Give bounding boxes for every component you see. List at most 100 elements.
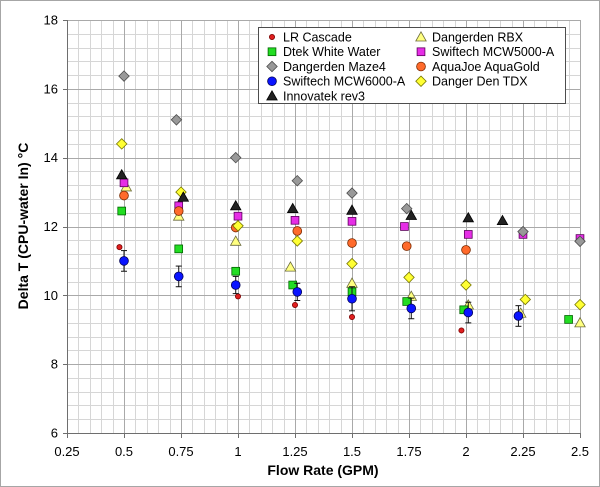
- dtek-white-water-point: [231, 266, 241, 276]
- dangerden-maze4-point: [291, 174, 304, 187]
- dtek-white-water-point: [564, 315, 573, 324]
- legend-marker-innovatek-rev3: [266, 89, 278, 101]
- data-series: [115, 70, 586, 334]
- legend-box: [258, 27, 566, 104]
- y-tick-label: 8: [51, 357, 58, 372]
- lr-cascade-point: [234, 293, 241, 300]
- legend: LR Cascade Dangerden RBX Dtek White Water S…: [258, 27, 566, 104]
- danger-den-tdx-point: [346, 257, 358, 270]
- aquajoe-aquagold-point: [292, 226, 303, 236]
- dangerden-maze4-point: [574, 235, 586, 248]
- series-swiftech-mcw6000-a: [119, 250, 524, 327]
- legend-item-aquajoe-aquagold: AquaJoe AquaGold: [416, 60, 540, 74]
- legend-label: Danger Den TDX: [432, 75, 528, 89]
- lr-cascade-point: [458, 327, 465, 334]
- y-tick-label: 12: [44, 219, 58, 234]
- dangerden-maze4-point: [346, 187, 358, 199]
- lr-cascade-point: [291, 301, 298, 308]
- danger-den-tdx-point: [232, 220, 244, 232]
- legend-label: AquaJoe AquaGold: [432, 60, 540, 74]
- legend-item-lr-cascade: LR Cascade: [268, 30, 352, 44]
- swiftech-mcw6000-a-point: [463, 307, 474, 318]
- dangerden-maze4-point: [400, 202, 413, 215]
- y-axis-ticks: 6 8 10 12 14 16 18: [44, 13, 67, 441]
- legend-item-dangerden-maze4: Dangerden Maze4: [266, 60, 386, 74]
- x-tick-label: 0.5: [115, 444, 133, 459]
- series-dangerden-maze4: [118, 70, 586, 248]
- swiftech-mcw5000-a-point: [347, 217, 357, 226]
- legend-marker-dangerden-maze4: [266, 60, 278, 73]
- legend-marker-swiftech-mcw5000-a: [416, 47, 426, 57]
- swiftech-mcw6000-a-point: [513, 311, 524, 321]
- danger-den-tdx-point: [460, 279, 472, 291]
- y-tick-label: 16: [44, 81, 58, 96]
- legend-label: Swiftech MCW6000-A: [283, 75, 406, 89]
- x-tick-label: 1.75: [396, 444, 421, 459]
- legend-label: Dtek White Water: [283, 45, 380, 59]
- swiftech-mcw6000-a-point: [347, 293, 357, 304]
- series-innovatek-rev3: [115, 168, 509, 226]
- legend-marker-dangerden-rbx: [415, 30, 427, 42]
- innovatek-rev3-point: [496, 214, 509, 226]
- aquajoe-aquagold-point: [173, 206, 184, 216]
- lr-cascade-point: [348, 314, 355, 321]
- swiftech-mcw6000-a-point: [406, 303, 417, 314]
- x-axis-ticks: 0.25 0.5 0.75 1 1.25 1.5 1.75 2 2.25 2.5: [54, 433, 589, 459]
- legend-label: Dangerden RBX: [432, 30, 524, 44]
- danger-den-tdx-point: [115, 138, 128, 150]
- swiftech-mcw6000-a-point: [173, 271, 184, 282]
- axes: [67, 20, 581, 434]
- innovatek-rev3-point: [405, 209, 418, 220]
- x-axis-title: Flow Rate (GPM): [267, 462, 378, 478]
- swiftech-mcw6000-a-point: [230, 280, 241, 290]
- aquajoe-aquagold-point: [347, 238, 357, 248]
- y-tick-label: 18: [44, 13, 58, 28]
- x-tick-label: 2: [462, 444, 469, 459]
- series-danger-den-tdx: [115, 138, 586, 311]
- legend-item-swiftech-mcw5000-a: Swiftech MCW5000-A: [416, 45, 555, 59]
- x-tick-label: 2.5: [571, 444, 589, 459]
- y-tick-label: 14: [44, 150, 58, 165]
- legend-item-dangerden-rbx: Dangerden RBX: [415, 30, 524, 44]
- danger-den-tdx-point: [519, 293, 532, 306]
- swiftech-mcw5000-a-point: [400, 222, 409, 231]
- legend-label: Dangerden Maze4: [283, 60, 386, 74]
- dtek-white-water-point: [117, 206, 127, 216]
- danger-den-tdx-point: [291, 235, 304, 247]
- legend-marker-aquajoe-aquagold: [416, 61, 426, 72]
- dangerden-rbx-point: [574, 316, 586, 328]
- x-tick-label: 0.25: [54, 444, 79, 459]
- aquajoe-aquagold-point: [401, 241, 412, 251]
- x-tick-label: 1.25: [282, 444, 307, 459]
- y-axis-title: Delta T (CPU-water In) °C: [15, 143, 31, 310]
- y-tick-label: 10: [44, 288, 58, 303]
- swiftech-mcw5000-a-point: [233, 211, 243, 221]
- x-tick-label: 2.25: [510, 444, 535, 459]
- aquajoe-aquagold-point: [461, 245, 471, 255]
- legend-marker-swiftech-mcw6000-a: [267, 76, 277, 87]
- legend-marker-lr-cascade: [268, 34, 275, 41]
- dangerden-maze4-point: [170, 114, 183, 126]
- innovatek-rev3-point: [229, 199, 242, 211]
- legend-marker-dtek-white-water: [267, 47, 277, 57]
- dangerden-rbx-point: [284, 261, 297, 272]
- dangerden-maze4-point: [118, 70, 130, 82]
- x-tick-label: 1.5: [343, 444, 361, 459]
- dangerden-maze4-point: [517, 225, 529, 238]
- legend-item-swiftech-mcw6000-a: Swiftech MCW6000-A: [267, 75, 406, 89]
- innovatek-rev3-point: [346, 204, 358, 215]
- swiftech-mcw6000-a-point: [119, 256, 129, 266]
- innovatek-rev3-point: [286, 202, 299, 214]
- aquajoe-aquagold-point: [119, 190, 129, 201]
- lr-cascade-point: [116, 244, 123, 251]
- dtek-white-water-point: [174, 244, 184, 254]
- dangerden-maze4-point: [229, 151, 242, 164]
- x-tick-label: 0.75: [168, 444, 193, 459]
- innovatek-rev3-point: [177, 191, 190, 202]
- swiftech-mcw5000-a-point: [119, 178, 129, 188]
- innovatek-rev3-point: [115, 168, 128, 180]
- legend-label: LR Cascade: [283, 30, 352, 44]
- legend-item-innovatek-rev3: Innovatek rev3: [266, 89, 365, 103]
